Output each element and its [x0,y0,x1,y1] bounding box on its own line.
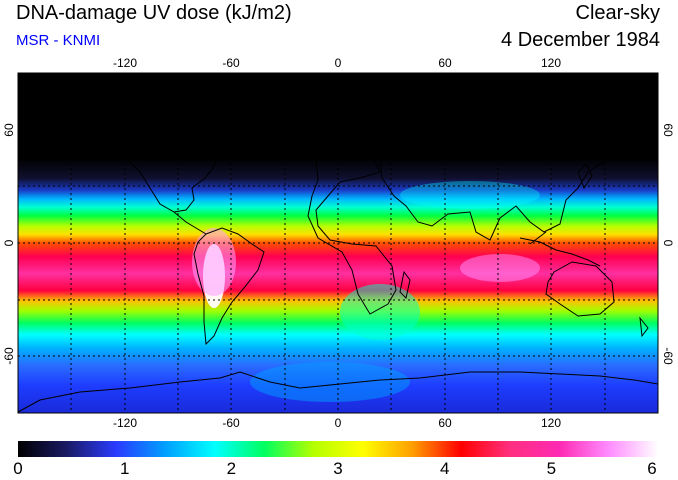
lon-tick-bottom: 0 [335,416,342,430]
lon-tick-bottom: -120 [113,416,137,430]
south-atlantic-low-area [340,284,420,340]
europe-africa-coast [307,125,397,315]
lon-tick-top: -60 [222,56,240,70]
andes-high-area [192,228,236,296]
lon-tick-top: 60 [438,56,452,70]
lat-tick-left: 0 [2,239,16,246]
date-label: 4 December 1984 [501,29,660,51]
indonesia-coast [519,231,601,267]
lon-tick-top: 0 [335,56,342,70]
indian-ocean-high-area [460,254,540,282]
colorbar-tick-label: 0 [13,459,23,478]
south-america-coast [193,227,265,346]
antarctic-area [250,362,410,402]
lon-tick-top: -120 [113,56,137,70]
madagascar-coast [399,270,411,299]
colorbar-tick-label: 6 [647,459,657,478]
new-zealand-coast [639,316,649,338]
japan-coast [577,163,593,190]
coastlines [18,91,658,413]
colorbar-tick-label: 2 [226,459,237,478]
lat-tick-left: 60 [2,123,16,137]
colorbar-tick-label: 5 [546,459,557,478]
colorbar-tick-label: 4 [439,459,450,478]
lat-tick-right: 60 [661,123,675,137]
greenland-coast [245,91,301,139]
asia-coast [375,97,641,241]
north-america-coast [59,101,223,213]
lat-tick-right: -60 [661,347,675,365]
map-title: DNA-damage UV dose (kJ/m2) [16,2,292,24]
colorbar-tick-label: 3 [333,459,343,478]
colorbar-tick-label: 1 [119,459,130,478]
graticule [18,73,658,413]
lat-tick-left: -60 [2,347,16,365]
australia-coast [545,261,615,317]
source-label: MSR - KNMI [16,32,101,49]
sky-condition-label: Clear-sky [575,2,660,24]
lon-tick-top: 120 [541,56,561,70]
map-frame [17,72,659,414]
lat-tick-right: 0 [661,240,675,247]
antarctica-coast [18,371,658,413]
lon-tick-bottom: -60 [222,416,240,430]
central-america-coast [173,211,207,235]
lon-tick-bottom: 60 [438,416,452,430]
asia-low-area [400,181,540,209]
colorbar [18,441,658,457]
lon-tick-bottom: 120 [541,416,561,430]
